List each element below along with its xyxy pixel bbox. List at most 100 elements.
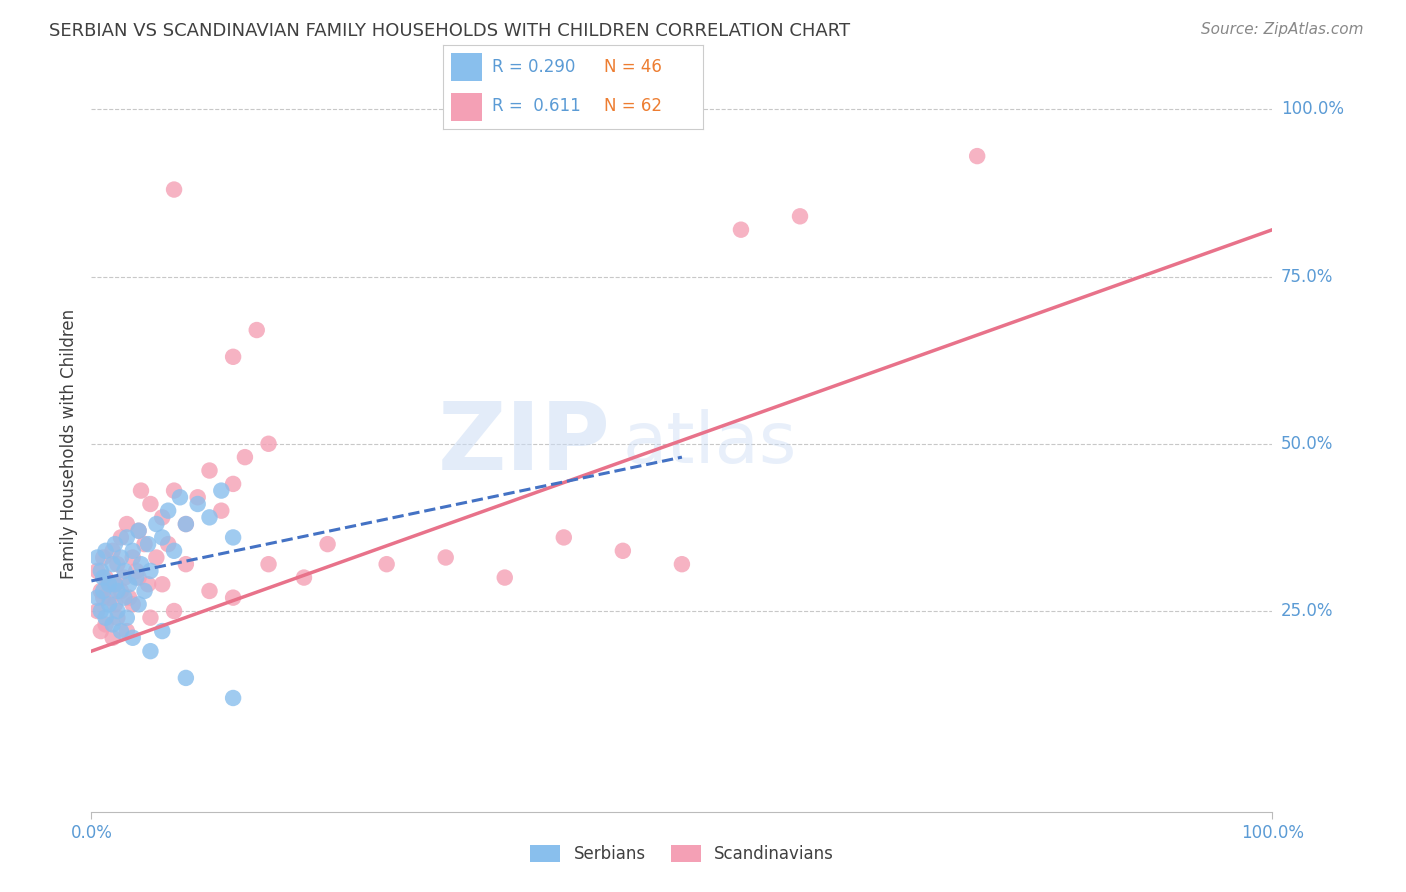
Point <box>129 557 152 572</box>
Point <box>222 350 245 364</box>
Point <box>136 577 159 591</box>
Point <box>121 550 143 565</box>
Point <box>157 537 180 551</box>
Text: SERBIAN VS SCANDINAVIAN FAMILY HOUSEHOLDS WITH CHILDREN CORRELATION CHART: SERBIAN VS SCANDINAVIAN FAMILY HOUSEHOLD… <box>49 22 851 40</box>
Point <box>316 537 339 551</box>
Point <box>222 690 245 705</box>
Point <box>174 557 197 572</box>
Point <box>114 564 136 578</box>
Point <box>115 530 138 544</box>
Text: atlas: atlas <box>623 409 797 478</box>
Point <box>90 624 112 639</box>
Point <box>90 564 112 578</box>
Point <box>966 149 988 163</box>
Point <box>494 571 516 585</box>
Point <box>150 530 173 544</box>
Point <box>671 557 693 572</box>
Point <box>98 577 121 591</box>
Point <box>110 550 132 565</box>
Point <box>128 524 150 538</box>
Point <box>91 591 114 605</box>
Point <box>174 516 197 531</box>
Point <box>139 644 162 658</box>
Point <box>163 182 186 196</box>
Point <box>198 510 221 524</box>
Point <box>94 543 117 558</box>
Point <box>789 209 811 223</box>
Text: ZIP: ZIP <box>439 398 612 490</box>
Text: Source: ZipAtlas.com: Source: ZipAtlas.com <box>1201 22 1364 37</box>
Text: N = 62: N = 62 <box>605 97 662 115</box>
Point <box>121 631 143 645</box>
Point <box>114 571 136 585</box>
Point <box>98 598 121 612</box>
Point <box>257 436 280 450</box>
Point <box>105 610 128 624</box>
Point <box>94 571 117 585</box>
Text: 100.0%: 100.0% <box>1281 100 1344 119</box>
Point <box>110 624 132 639</box>
Point <box>105 583 128 598</box>
Point <box>86 564 108 578</box>
Point <box>134 537 156 551</box>
Point <box>91 550 114 565</box>
Point <box>115 610 138 624</box>
Point <box>91 583 114 598</box>
Y-axis label: Family Households with Children: Family Households with Children <box>59 309 77 579</box>
Point <box>187 497 209 511</box>
Point <box>101 617 124 632</box>
Point <box>169 491 191 505</box>
Point <box>375 557 398 572</box>
Point <box>118 577 141 591</box>
Point <box>187 491 209 505</box>
Point <box>198 464 221 478</box>
Point <box>174 671 197 685</box>
Point <box>150 624 173 639</box>
Point <box>125 571 148 585</box>
Point <box>94 610 117 624</box>
Point <box>110 583 132 598</box>
Point <box>145 550 167 565</box>
Point <box>94 617 117 632</box>
Text: R =  0.611: R = 0.611 <box>492 97 581 115</box>
Point <box>104 537 127 551</box>
FancyBboxPatch shape <box>451 54 482 81</box>
Point <box>98 577 121 591</box>
Point <box>115 624 138 639</box>
Point <box>257 557 280 572</box>
Point <box>114 591 136 605</box>
Point <box>129 483 152 498</box>
Point <box>134 583 156 598</box>
Point <box>136 537 159 551</box>
Point <box>104 598 127 612</box>
Point <box>115 516 138 531</box>
Point <box>163 604 186 618</box>
Point <box>233 450 256 464</box>
Point <box>121 543 143 558</box>
Point <box>105 557 128 572</box>
Text: 25.0%: 25.0% <box>1281 602 1333 620</box>
Point <box>104 577 127 591</box>
Text: R = 0.290: R = 0.290 <box>492 58 575 76</box>
Point <box>163 543 186 558</box>
Text: 50.0%: 50.0% <box>1281 434 1333 453</box>
Point <box>150 510 173 524</box>
Point <box>145 516 167 531</box>
Point <box>101 557 124 572</box>
Point <box>128 598 150 612</box>
Point <box>174 516 197 531</box>
Point <box>434 550 457 565</box>
Point <box>86 604 108 618</box>
Point <box>139 497 162 511</box>
Point <box>110 530 132 544</box>
Point <box>98 591 121 605</box>
Point <box>222 476 245 491</box>
Point <box>101 543 124 558</box>
Point <box>139 610 162 624</box>
Point <box>209 483 232 498</box>
Point <box>118 591 141 605</box>
Point <box>86 591 108 605</box>
Point <box>91 571 114 585</box>
Point <box>612 543 634 558</box>
Text: 75.0%: 75.0% <box>1281 268 1333 285</box>
